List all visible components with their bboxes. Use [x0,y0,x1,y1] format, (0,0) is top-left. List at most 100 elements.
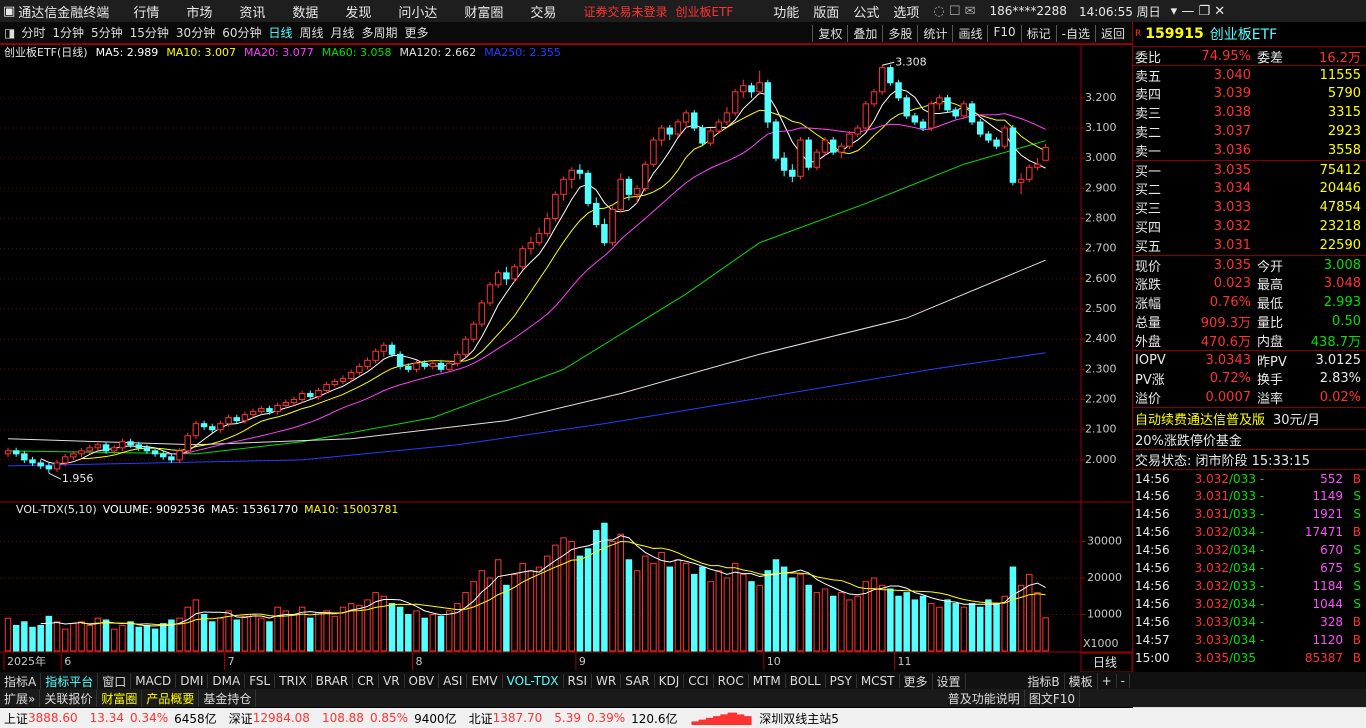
volume-bar [454,603,461,652]
period-tab[interactable]: 分时 [21,26,46,40]
tick-time: 15:00 [1135,651,1170,665]
order-label: 卖二 [1135,126,1162,141]
indicator-tab[interactable]: ROC [714,674,749,688]
indicator-tab[interactable]: PSY [826,674,857,688]
menu-item[interactable]: 行情 [133,5,160,21]
tick-row: 14:57 3.033/034 - 1120 B [1133,631,1366,649]
indicator-tab[interactable]: 指标A [0,672,42,690]
indicator-tab[interactable]: CR [353,674,379,688]
ext-tab[interactable]: 关联报价 [40,689,98,707]
indicator-tab[interactable]: + [1098,674,1117,688]
tool-button[interactable]: F10 [987,25,1020,42]
tool-button[interactable]: 复权 [812,25,847,42]
period-tab[interactable]: 5分钟 [91,26,123,40]
indicator-tab[interactable]: VR [379,674,405,688]
indicator-tab[interactable]: TRIX [275,674,312,688]
tools: 复权 叠加 多股 统计 画线 F10 标记 -自选 返回 [812,25,1130,42]
indicator-tab[interactable]: 指标平台 [41,672,99,690]
menu-item[interactable]: 资讯 [239,5,266,21]
user[interactable]: 186****2288 [989,4,1067,18]
order-volume: 20446 [1319,181,1361,196]
menu-item[interactable]: 财富圈 [464,5,504,21]
order-label: 卖四 [1135,88,1162,103]
menu-item[interactable]: 选项 [893,5,920,21]
period-tab[interactable]: 30分钟 [175,26,216,40]
menu-item[interactable]: 市场 [186,5,213,21]
annotation-line [882,61,895,66]
indicator-tab[interactable]: EMV [467,674,503,688]
indicator-tab[interactable]: DMI [176,674,209,688]
ad[interactable]: 自动续费通达信普及版 [1135,413,1266,428]
menu-item[interactable]: 功能 [773,5,800,21]
indicator-tab[interactable]: DMA [208,674,246,688]
volume-bar [323,610,330,652]
indicator-tab[interactable]: CCI [684,674,714,688]
menu-item[interactable]: 公式 [853,5,880,21]
ext-tab[interactable]: 扩展» [0,689,41,707]
notice[interactable]: 证券交易未登录 [583,4,668,19]
candle-body [805,139,812,168]
candle-body [895,82,902,99]
indicator-tab[interactable]: BOLL [786,674,826,688]
volume-bar [829,595,837,652]
period-tab[interactable]: 周线 [299,26,324,40]
tool-button[interactable]: 返回 [1094,25,1130,42]
indicator-tab[interactable]: VOL-TDX [503,674,564,688]
period-tab[interactable]: 多周期 [361,26,398,40]
indicator-tab[interactable]: WR [592,674,622,688]
menu-item[interactable]: 交易 [530,5,557,21]
indicator-tab[interactable]: FSL [245,674,276,688]
volume-bar [805,584,812,652]
order-price: 3.035 [1213,162,1251,178]
period-tab[interactable]: 日线 [268,26,293,40]
period-tab[interactable]: 月线 [330,26,355,40]
order-row: 买五 3.031 22590 [1133,236,1366,255]
quote-header: R 159915 创业板ETF [1133,22,1366,46]
menu-item[interactable]: 数据 [292,5,319,21]
indicator-tab[interactable]: 模板 [1065,672,1098,690]
menu-item[interactable]: 问小达 [398,5,438,21]
name: 创业板ETF [1209,27,1278,43]
app-name: 通达信金融终端 [18,5,110,21]
indicator-tab[interactable]: RSI [564,674,593,688]
ma-legend: MA10: 3.007 [166,46,236,59]
ext-tab[interactable]: 普及功能说明 [944,689,1025,707]
order-row: 卖五 3.040 11555 [1133,65,1366,85]
tool-button[interactable]: 画线 [952,25,987,42]
indicator-tab[interactable]: OBV [405,674,440,688]
candle-body [307,393,314,398]
toggle[interactable]: ◨ [4,25,16,40]
period-tab[interactable]: 60分钟 [222,26,262,40]
window-controls[interactable]: ▾ — ❐ ✕ [1170,3,1226,19]
indicator-tab[interactable]: 更多 [900,672,933,690]
tool-button[interactable]: 标记 [1020,25,1056,42]
indicator-tab[interactable]: MACD [131,674,177,688]
indicator-tab[interactable]: MCST [857,674,900,688]
ext-tab[interactable]: 图文F10 [1025,689,1080,707]
indicator-tab[interactable]: SAR [621,674,655,688]
tool-button[interactable]: 多股 [882,25,917,42]
period-tab[interactable]: 1分钟 [52,26,84,40]
indicator-tab[interactable]: 指标B [1023,672,1065,690]
menu-item[interactable]: 版面 [813,5,840,21]
tool-button[interactable]: -自选 [1055,25,1095,42]
period-tab[interactable]: 更多 [404,26,429,40]
tool-button[interactable]: 统计 [917,25,952,42]
ext-tab[interactable]: 财富圈 [97,689,143,707]
indicator-tab[interactable]: KDJ [655,674,685,688]
volume-bar [405,614,412,652]
volume-bar [919,595,927,652]
candle-body [552,193,559,220]
period-tab[interactable]: 15分钟 [129,26,169,40]
menu-item[interactable]: 发现 [345,5,372,21]
tool-button[interactable]: 叠加 [847,25,882,42]
indicator-tab[interactable]: 设置 [933,672,966,690]
ext-tab[interactable]: 基金持仓 [199,689,257,707]
ext-tab[interactable]: 产品概要 [142,689,200,707]
indicator-tab[interactable]: ASI [439,674,468,688]
order-row: 买一 3.035 75412 [1133,160,1366,180]
indicator-tab[interactable]: MTM [749,674,786,688]
indicator-tab[interactable]: 窗口 [98,672,132,690]
indicator-tab[interactable]: - [1117,674,1130,688]
indicator-tab[interactable]: BRAR [312,674,354,688]
